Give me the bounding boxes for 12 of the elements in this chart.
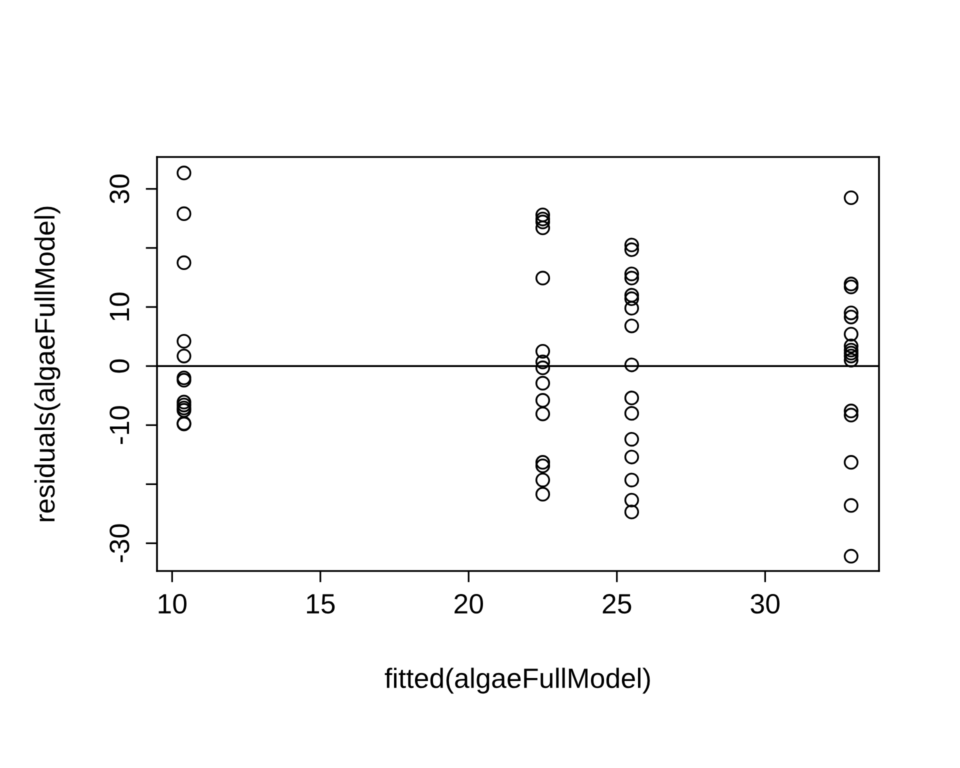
x-tick-label: 15 [307,594,335,614]
y-tick-label: -10 [110,406,130,444]
x-tick-label: 20 [454,594,483,614]
y-tick-label: 0 [110,359,130,373]
x-tick-label: 30 [750,594,780,614]
y-tick-label: 10 [110,292,130,320]
y-tick-label: -30 [110,524,130,562]
x-axis-title: fitted(algaeFullModel) [384,668,650,694]
y-tick-label: 30 [110,174,130,204]
x-tick-label: 10 [158,594,186,614]
y-axis-title: residuals(algaeFullModel) [34,206,60,522]
x-tick-label: 25 [602,594,632,614]
